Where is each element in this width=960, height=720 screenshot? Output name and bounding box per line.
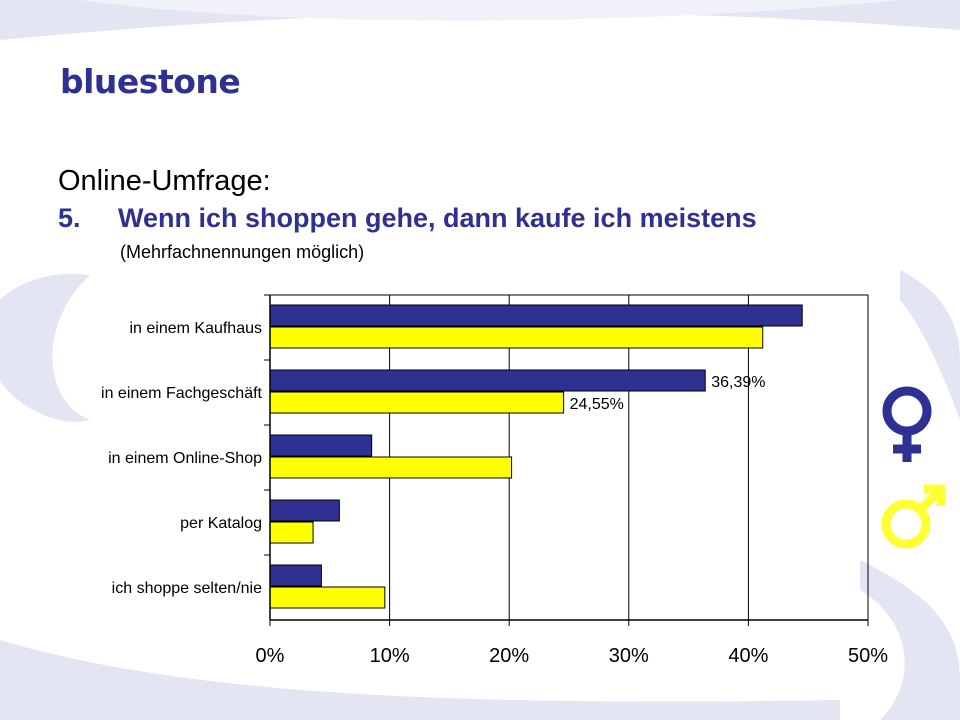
category-label: ich shoppe selten/nie [112,580,262,597]
x-tick-label: 40% [728,645,768,667]
bar-female [269,369,706,392]
data-label: 36,39% [711,374,765,391]
bar-male [269,586,386,609]
x-tick-label: 20% [489,645,529,667]
x-tick-label: 0% [256,645,285,667]
male-symbol-icon [881,484,946,549]
bar-male [269,326,764,349]
question-title: Wenn ich shoppen gehe, dann kaufe ich me… [118,203,757,233]
bar-female [269,564,322,587]
x-tick-label: 30% [609,645,649,667]
bar-male [269,456,513,479]
bar-male [269,391,565,414]
survey-subtitle: Online-Umfrage: [58,165,271,197]
bar-female [269,499,340,522]
category-label: per Katalog [180,515,262,532]
question-note: (Mehrfachnennungen möglich) [120,242,365,262]
female-symbol-icon [882,386,932,462]
brand-logo: bluestone [60,62,241,101]
question-number: 5. [58,203,81,233]
category-label: in einem Fachgeschäft [101,385,263,402]
category-label: in einem Online-Shop [108,450,262,467]
x-tick-label: 50% [848,645,888,667]
data-label: 24,55% [570,396,624,413]
bar-female [269,304,803,327]
bar-male [269,521,314,544]
x-tick-label: 10% [370,645,410,667]
bar-female [269,434,373,457]
category-label: in einem Kaufhaus [129,320,262,337]
